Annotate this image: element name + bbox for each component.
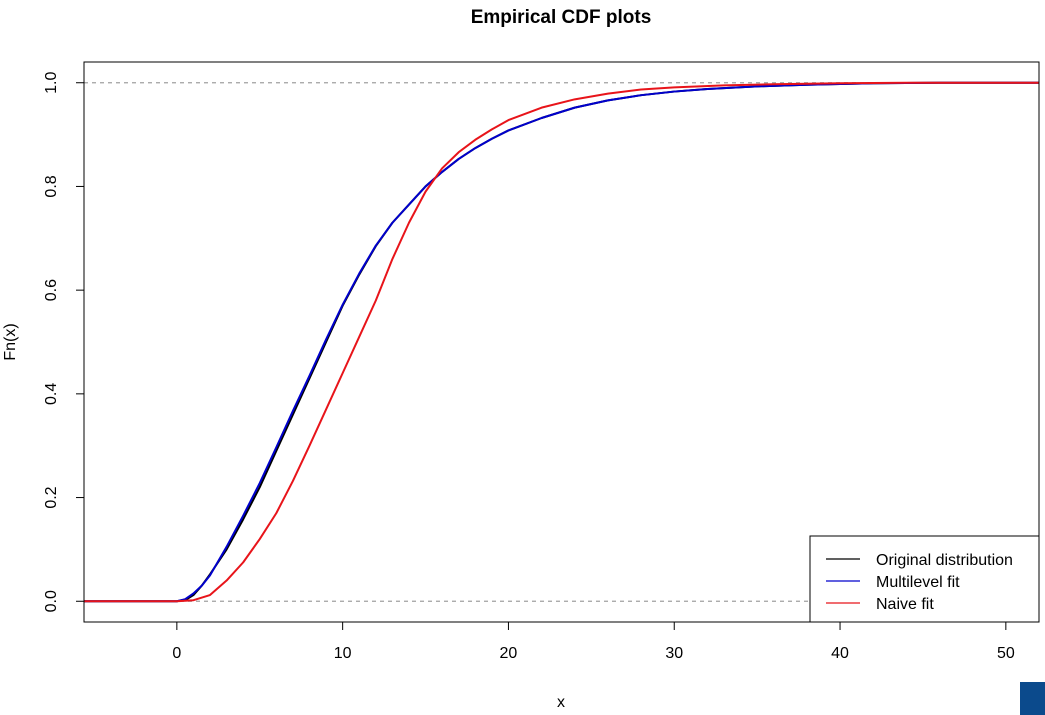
legend-box bbox=[809, 535, 1040, 623]
chart-title: Empirical CDF plots bbox=[471, 7, 652, 28]
x-tick-label: 50 bbox=[997, 645, 1015, 662]
series-line-naive bbox=[84, 81, 1039, 603]
x-tick-label: 0 bbox=[172, 645, 181, 662]
y-axis-label: Fn(x) bbox=[2, 323, 19, 360]
series-lines bbox=[84, 81, 1039, 603]
y-tick-label: 0.8 bbox=[43, 175, 60, 197]
x-tick-label: 20 bbox=[500, 645, 518, 662]
series-line-multilevel bbox=[84, 81, 1039, 603]
y-axis: 0.0 0.2 0.4 0.6 0.8 1.0 bbox=[43, 72, 85, 612]
y-tick-label: 0.4 bbox=[43, 383, 60, 405]
y-tick-label: 0.6 bbox=[43, 279, 60, 301]
y-tick-label: 0.0 bbox=[43, 590, 60, 612]
y-tick-label: 0.2 bbox=[43, 486, 60, 508]
x-tick-label: 40 bbox=[831, 645, 849, 662]
y-tick-label: 1.0 bbox=[43, 72, 60, 94]
reference-lines bbox=[84, 82, 1039, 602]
x-tick-label: 30 bbox=[665, 645, 683, 662]
corner-badge bbox=[1020, 682, 1045, 715]
x-tick-label: 10 bbox=[334, 645, 352, 662]
x-axis: 0 10 20 30 40 50 bbox=[172, 621, 1015, 662]
series-line-original bbox=[84, 81, 1039, 603]
legend-label-original: Original distribution bbox=[876, 552, 1013, 569]
legend-label-multilevel: Multilevel fit bbox=[876, 574, 960, 591]
legend-label-naive: Naive fit bbox=[876, 596, 934, 613]
x-axis-label: x bbox=[557, 694, 565, 711]
legend: Original distribution Multilevel fit Nai… bbox=[809, 535, 1040, 623]
